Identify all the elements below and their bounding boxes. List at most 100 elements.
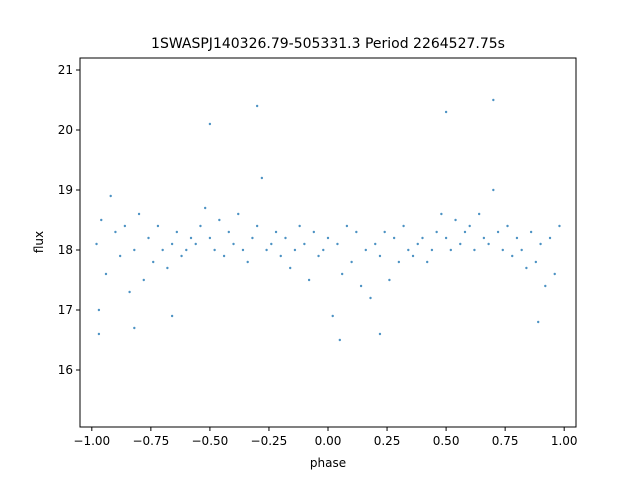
data-point [416, 242, 419, 246]
data-point [496, 230, 500, 234]
data-point [109, 194, 112, 198]
data-point [454, 218, 457, 222]
data-point [255, 224, 259, 228]
data-point [534, 260, 538, 264]
data-point [515, 236, 519, 240]
data-point [511, 254, 514, 258]
data-point [307, 278, 311, 282]
data-point [203, 206, 207, 210]
x-tick-label: 0.50 [433, 434, 460, 448]
data-point [251, 236, 254, 240]
data-point [142, 278, 145, 282]
y-tick-label: 21 [58, 63, 73, 77]
data-point [378, 254, 382, 258]
data-point [492, 188, 495, 192]
data-point [312, 230, 316, 234]
x-tick-label: −0.50 [192, 434, 229, 448]
data-point [246, 260, 249, 264]
data-point [487, 242, 490, 246]
data-point [213, 248, 216, 252]
data-point [397, 260, 401, 264]
data-point [350, 260, 353, 264]
x-axis-label: phase [310, 456, 346, 470]
y-tick-label: 20 [58, 123, 73, 137]
data-point [369, 296, 372, 300]
x-axis-ticks: −1.00 −0.75 −0.50 −0.25 0.00 0.25 0.50 0.75 1.00 [73, 427, 578, 448]
data-point [175, 230, 179, 234]
data-point [392, 236, 396, 240]
data-point [274, 230, 278, 234]
data-point [383, 230, 386, 234]
data-points [95, 98, 561, 342]
x-tick-label: 0.75 [492, 434, 519, 448]
data-point [388, 278, 391, 282]
data-point [359, 284, 363, 288]
data-point [114, 230, 117, 234]
data-point [477, 212, 481, 216]
data-point [137, 212, 141, 216]
data-point [95, 242, 98, 246]
data-point [411, 254, 415, 258]
data-point [303, 242, 306, 246]
x-tick-label: 0.00 [315, 434, 342, 448]
data-point [378, 332, 382, 336]
data-point [492, 98, 495, 102]
data-point [482, 236, 486, 240]
data-point [284, 236, 287, 240]
data-point [355, 230, 358, 234]
y-tick-label: 19 [58, 183, 73, 197]
x-tick-label: 0.25 [374, 434, 401, 448]
data-point [123, 224, 127, 228]
data-point [440, 212, 443, 216]
data-point [444, 236, 448, 240]
data-point [208, 122, 212, 126]
data-point [232, 242, 235, 246]
y-tick-label: 18 [58, 243, 73, 257]
x-tick-label: 1.00 [551, 434, 578, 448]
data-point [152, 260, 155, 264]
data-point [227, 230, 230, 234]
data-point [326, 236, 330, 240]
data-point [539, 242, 542, 246]
chart-title: 1SWASPJ140326.79-505331.3 Period 2264527… [151, 36, 505, 52]
data-point [218, 218, 221, 222]
data-point [185, 248, 188, 252]
data-point [279, 254, 282, 258]
data-point [331, 314, 334, 318]
data-point [237, 212, 240, 216]
data-point [340, 272, 344, 276]
data-point [537, 320, 540, 324]
data-point [166, 266, 169, 270]
data-point [402, 224, 405, 228]
data-point [317, 254, 320, 258]
data-point [529, 230, 533, 234]
data-point [322, 248, 325, 252]
data-point [506, 224, 509, 228]
data-point [548, 236, 552, 240]
x-tick-label: −0.75 [132, 434, 169, 448]
data-point [544, 284, 547, 288]
data-point [208, 236, 212, 240]
data-point [270, 242, 273, 246]
y-tick-label: 17 [58, 303, 73, 317]
data-point [260, 176, 264, 180]
data-point [222, 254, 226, 258]
data-point [104, 272, 108, 276]
data-point [364, 248, 367, 252]
data-point [161, 248, 164, 252]
data-point [430, 248, 434, 252]
data-point [156, 224, 160, 228]
data-point [147, 236, 150, 240]
y-axis-label: flux [32, 231, 46, 253]
data-point [444, 110, 448, 114]
data-point [128, 290, 131, 294]
data-point [194, 242, 197, 246]
data-point [100, 218, 103, 222]
data-point [407, 248, 410, 252]
data-point [289, 266, 292, 270]
data-point [97, 308, 101, 312]
data-point [374, 242, 377, 246]
data-point [170, 242, 174, 246]
data-point [338, 338, 342, 342]
